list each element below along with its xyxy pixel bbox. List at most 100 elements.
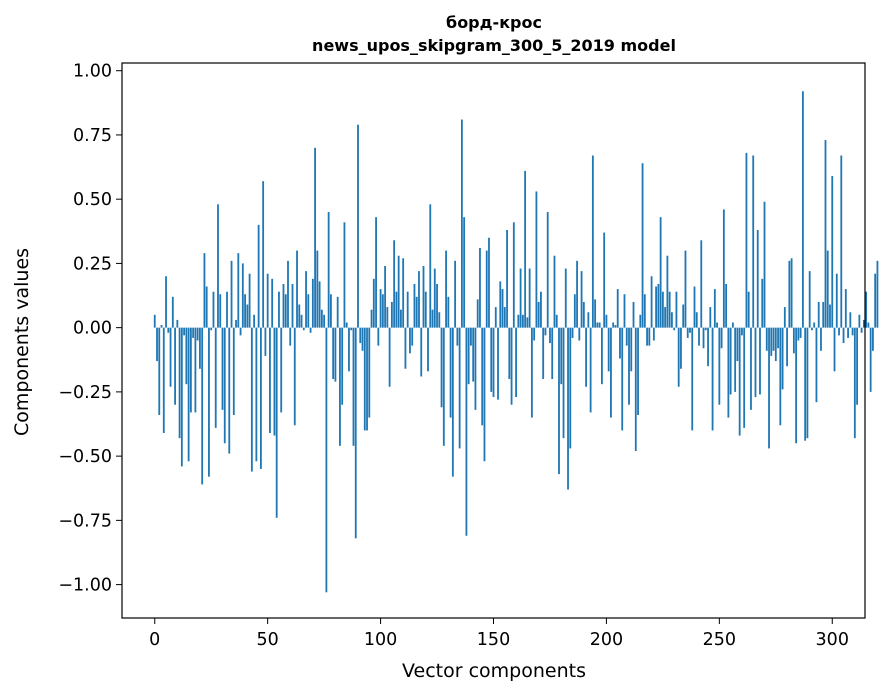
bar-54 [275, 327, 278, 518]
bar-178 [555, 314, 558, 328]
bar-205 [616, 289, 619, 328]
bar-44 [253, 314, 256, 328]
bar-246 [709, 307, 712, 328]
bar-153 [499, 281, 502, 328]
bar-25 [210, 327, 213, 331]
bar-209 [625, 327, 628, 346]
bar-242 [700, 240, 703, 328]
bar-266 [754, 327, 757, 398]
bar-173 [544, 327, 547, 336]
bar-77 [327, 212, 330, 328]
bar-197 [598, 322, 601, 328]
bar-94 [366, 327, 368, 431]
bar-171 [540, 291, 542, 328]
bar-128 [442, 327, 445, 446]
bar-11 [178, 327, 181, 439]
bar-102 [384, 265, 387, 328]
bar-216 [641, 163, 644, 328]
x-tick-label: 0 [149, 630, 160, 650]
bar-245 [707, 327, 709, 367]
chart-subtitle: news_upos_skipgram_300_5_2019 model [312, 36, 676, 55]
bar-228 [668, 291, 671, 328]
y-tick-label: −1.00 [58, 576, 112, 596]
bar-45 [255, 327, 258, 462]
bar-261 [743, 327, 746, 428]
bar-75 [323, 314, 326, 328]
bar-55 [278, 291, 280, 328]
bar-175 [549, 327, 551, 344]
bar-204 [614, 325, 617, 328]
bar-296 [822, 301, 825, 328]
bar-316 [867, 322, 870, 328]
bar-196 [596, 322, 599, 328]
bar-52 [271, 278, 274, 328]
bar-319 [874, 273, 877, 328]
bar-249 [716, 322, 718, 328]
bar-273 [770, 327, 773, 356]
bar-174 [546, 212, 549, 328]
bar-82 [339, 327, 341, 446]
bar-154 [501, 289, 504, 328]
bar-309 [851, 327, 854, 336]
bar-299 [829, 304, 831, 328]
bar-101 [381, 294, 384, 328]
bar-72 [316, 250, 319, 328]
bar-23 [205, 286, 208, 328]
bar-258 [736, 327, 739, 362]
bar-217 [643, 294, 646, 328]
bar-108 [397, 255, 400, 328]
bar-86 [348, 327, 350, 372]
bar-21 [201, 327, 204, 485]
bar-61 [291, 283, 294, 328]
bar-53 [273, 327, 276, 436]
bar-289 [806, 327, 809, 439]
bar-244 [704, 327, 707, 331]
bar-78 [329, 294, 332, 328]
bar-253 [725, 283, 728, 328]
bar-74 [320, 309, 323, 328]
bar-142 [474, 327, 477, 410]
bar-274 [772, 327, 775, 351]
bar-50 [266, 273, 269, 328]
bar-40 [244, 294, 246, 328]
bar-92 [361, 327, 364, 351]
bar-182 [564, 268, 567, 328]
y-tick-label: 0.75 [73, 126, 112, 146]
bar-235 [684, 250, 687, 328]
bar-148 [488, 237, 490, 328]
bar-195 [594, 299, 597, 328]
bar-95 [368, 327, 371, 418]
bar-200 [605, 314, 608, 328]
bar-13 [183, 327, 186, 336]
bar-198 [601, 327, 603, 385]
bar-32 [226, 291, 228, 328]
bar-96 [370, 309, 373, 328]
bar-294 [817, 301, 820, 328]
bar-80 [334, 327, 337, 382]
bar-161 [517, 314, 520, 328]
bar-232 [677, 327, 680, 387]
bar-243 [702, 327, 705, 349]
bar-167 [530, 327, 533, 418]
bar-146 [483, 327, 486, 462]
bar-12 [180, 327, 183, 467]
bar-193 [589, 327, 592, 413]
bar-210 [628, 327, 630, 405]
bar-1 [156, 327, 158, 362]
bar-168 [533, 327, 536, 341]
bar-103 [386, 307, 389, 328]
bars-group [153, 91, 879, 593]
x-tick-label: 150 [477, 630, 510, 650]
bar-157 [508, 327, 511, 380]
x-tick-label: 200 [590, 630, 623, 650]
bar-279 [783, 307, 786, 328]
bar-65 [300, 314, 303, 328]
bar-214 [637, 327, 639, 416]
bar-222 [655, 286, 658, 328]
bar-186 [573, 294, 576, 328]
bar-218 [646, 327, 648, 346]
bar-35 [232, 327, 235, 416]
bar-180 [560, 327, 563, 385]
bar-234 [682, 304, 685, 328]
